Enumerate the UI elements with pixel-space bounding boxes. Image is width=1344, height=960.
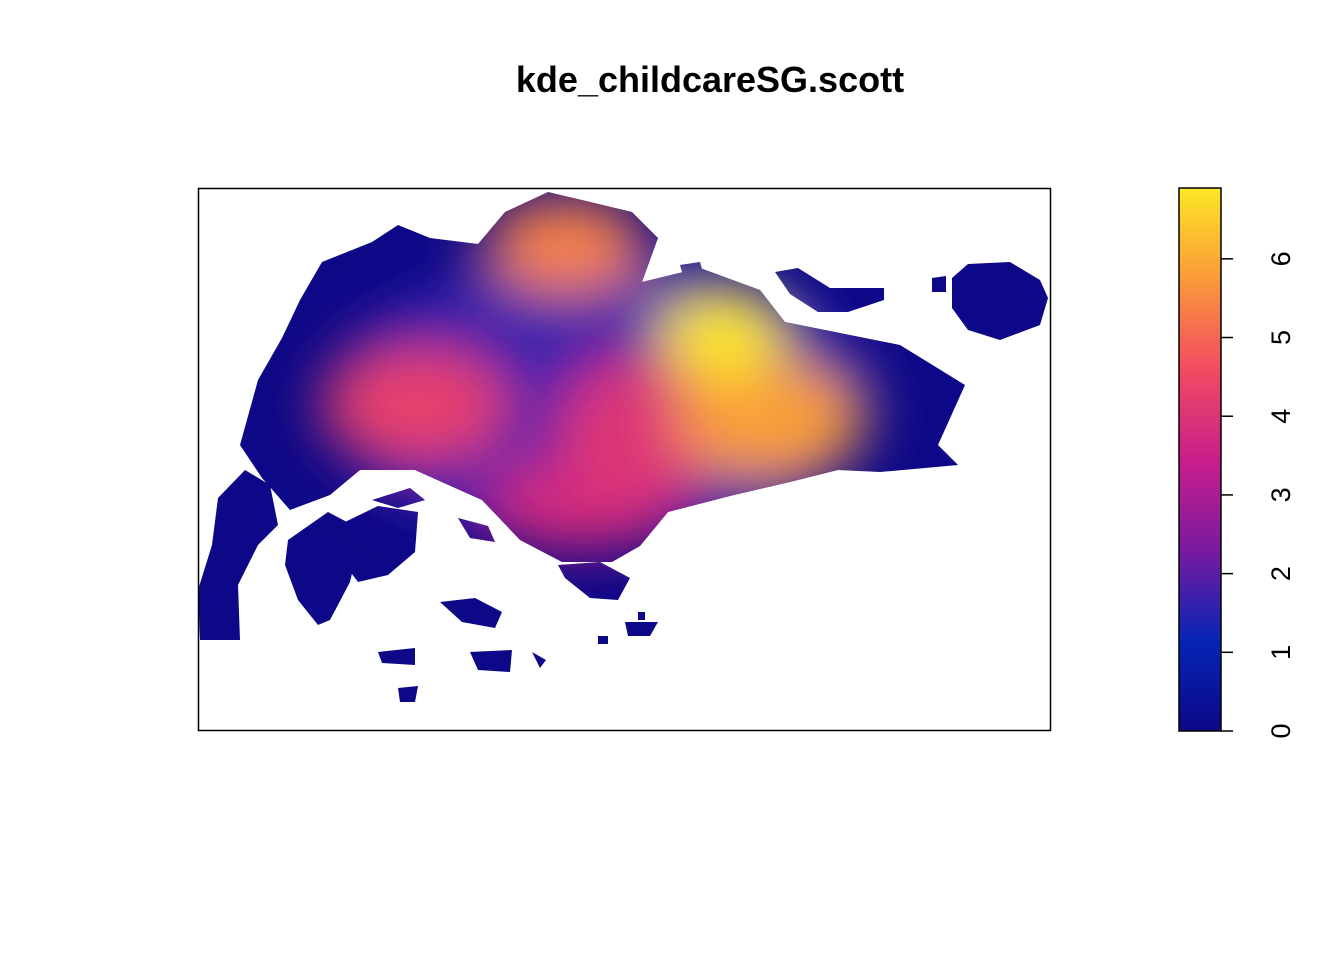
colorbar-tick-label: 2 [1266,566,1296,581]
colorbar-tick-label: 1 [1266,645,1296,660]
density-hotspot-west-central [320,347,510,463]
colorbar-ticks: 0 1 2 3 4 5 6 [1221,251,1296,739]
density-hotspot-north-central [485,197,645,293]
colorbar-tick-label: 4 [1266,409,1296,424]
chart-title: kde_childcareSG.scott [516,59,904,100]
colorbar [1178,187,1222,732]
density-hotspot-east-central [675,360,865,480]
plot-frame [197,187,1052,732]
density-hotspot-north-east [660,290,784,380]
density-surface [198,192,1048,702]
colorbar-tick-label: 0 [1266,723,1296,738]
density-hotspot-central [555,355,725,505]
colorbar-tick-label: 6 [1266,251,1296,266]
colorbar-tick-label: 5 [1266,330,1296,345]
colorbar-tick-label: 3 [1266,487,1296,502]
